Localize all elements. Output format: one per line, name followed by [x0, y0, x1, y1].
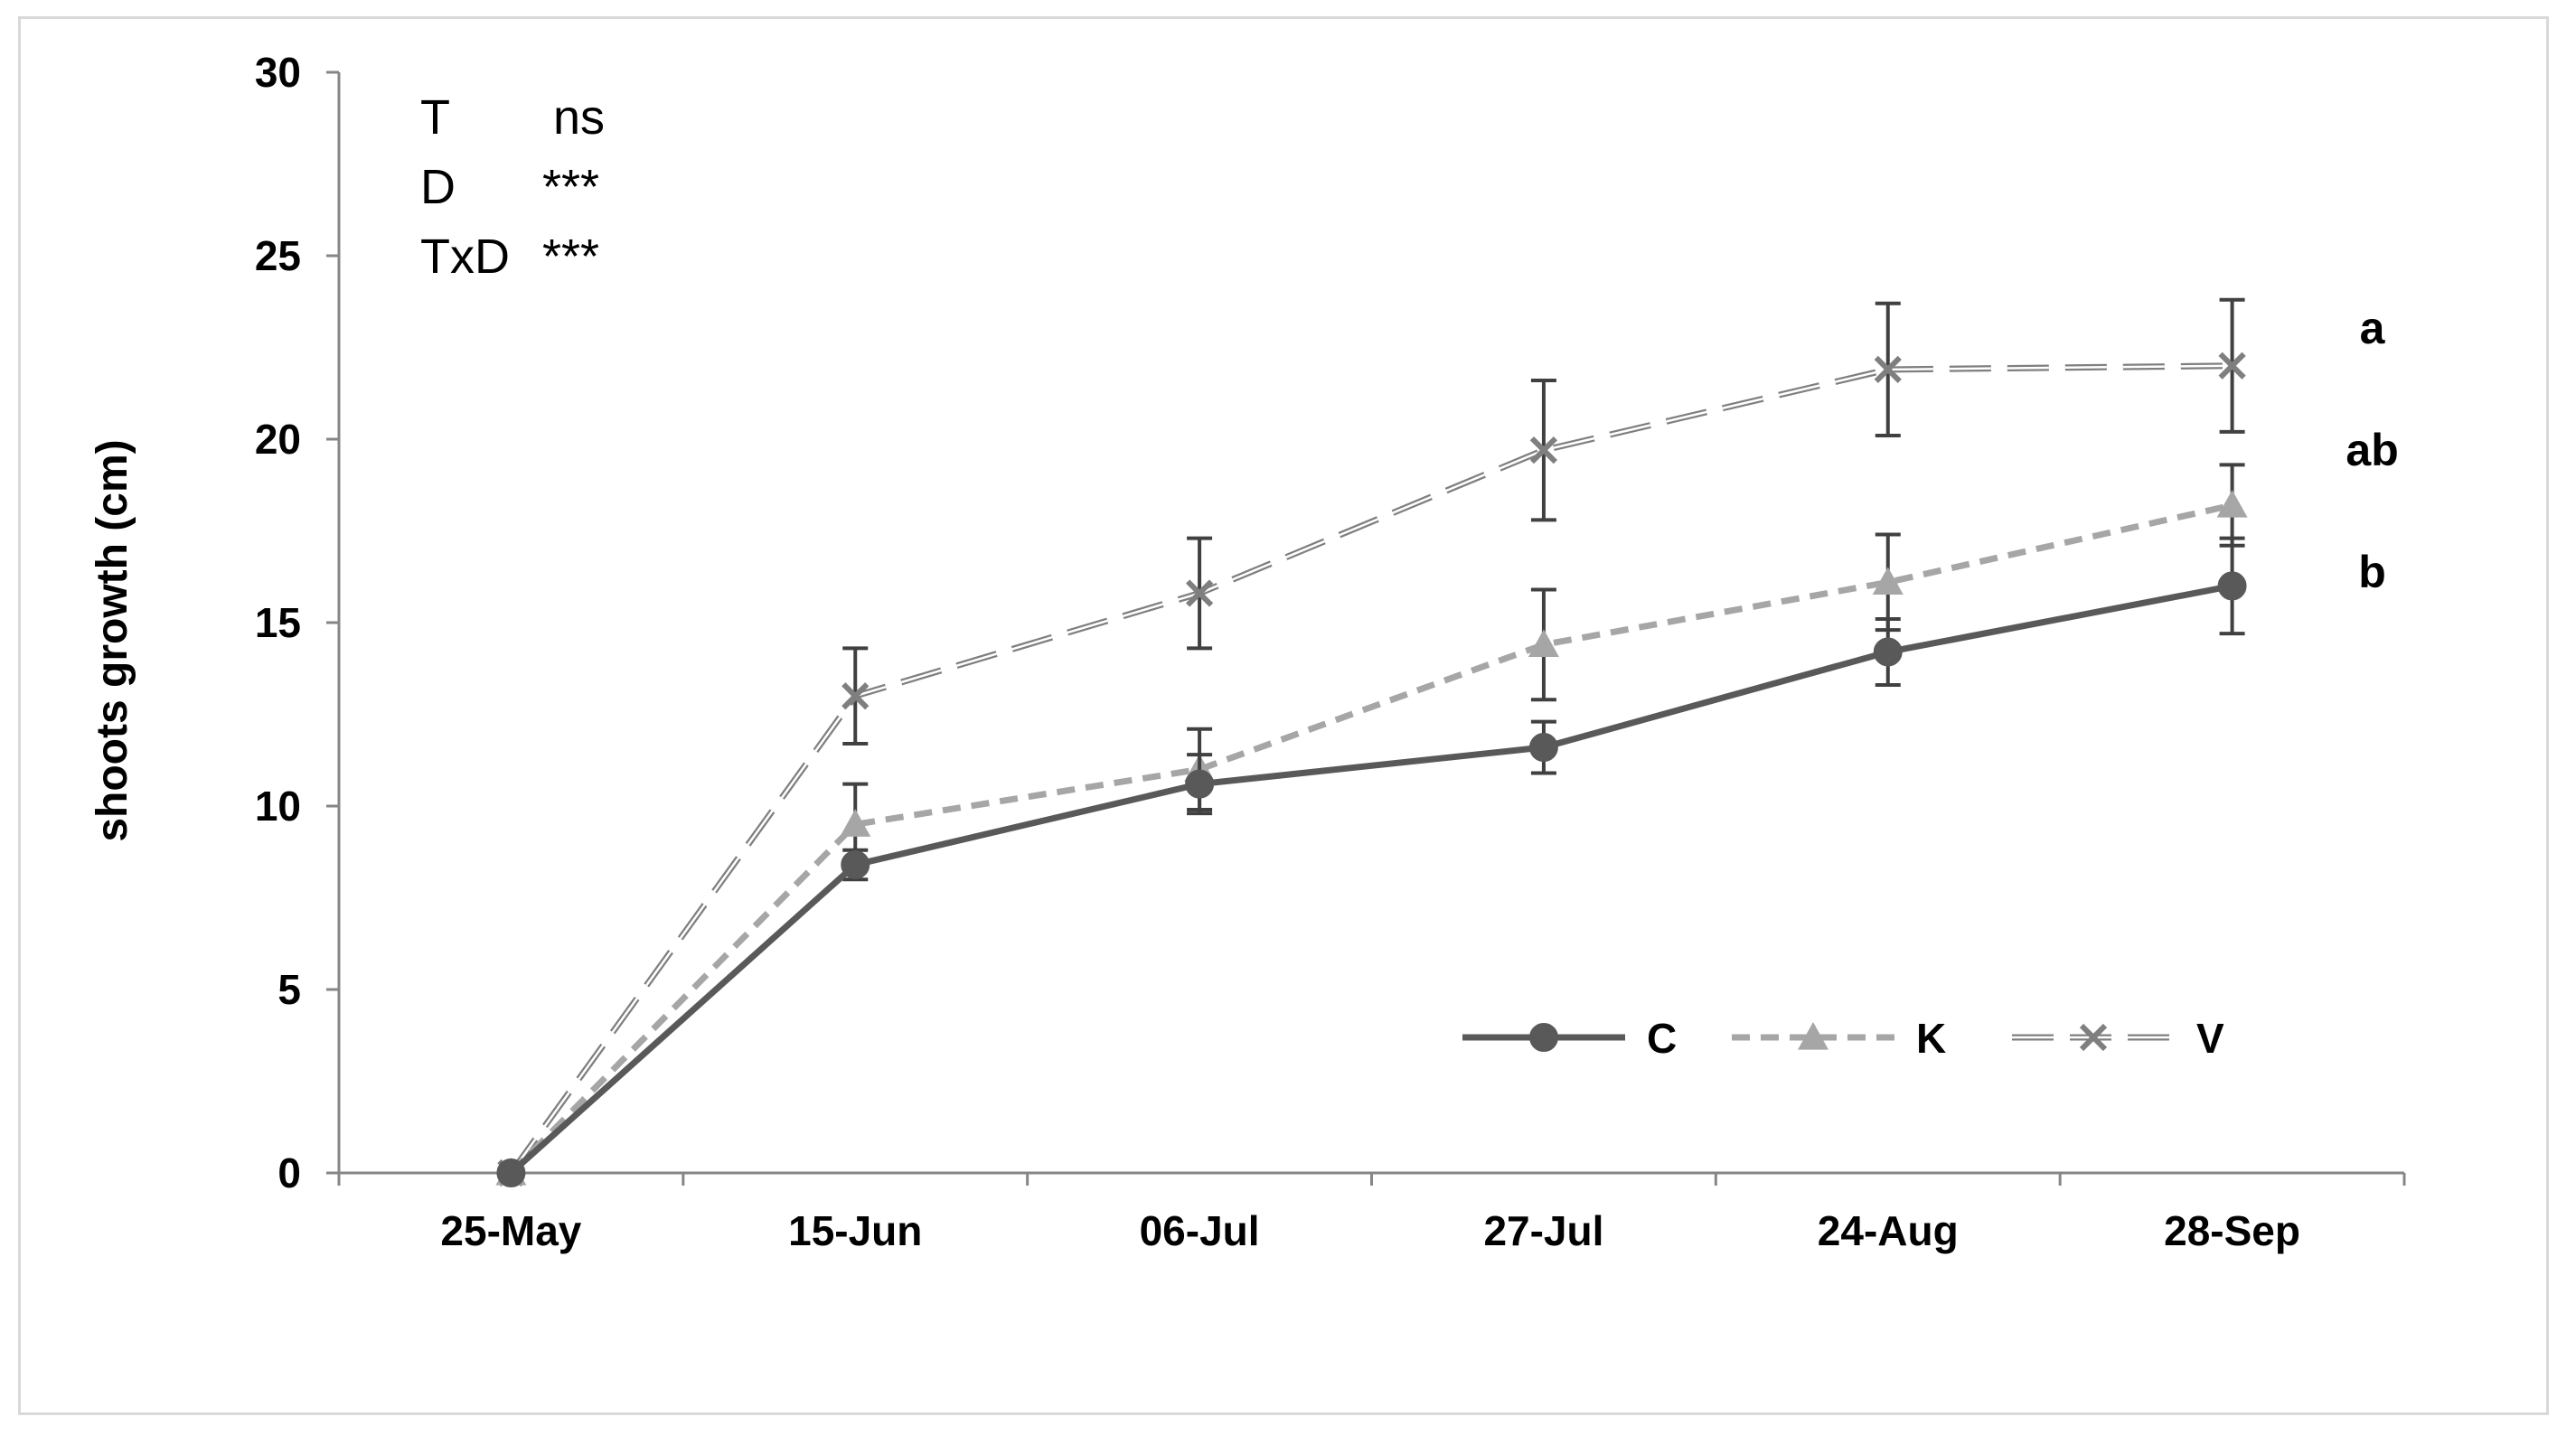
legend-label-V: V [2196, 1015, 2224, 1062]
y-tick-label: 5 [277, 966, 301, 1013]
data-point-C [1185, 769, 1215, 799]
series-layer [495, 297, 2248, 1187]
marker-stroke [1529, 436, 1558, 464]
data-point-K [840, 809, 871, 837]
marker-stroke [1185, 579, 1214, 607]
significance-letter-C: b [2358, 547, 2386, 597]
marker-stroke [1874, 355, 1902, 383]
data-point-V [841, 682, 870, 710]
legend-label-K: K [1916, 1015, 1946, 1062]
data-point-V [1529, 436, 1558, 464]
legend-item-K: K [1732, 1015, 1946, 1062]
data-point-K [2216, 490, 2248, 518]
legend-item-C: C [1462, 1015, 1677, 1062]
stat-significance: *** [542, 230, 599, 284]
series-line-C [509, 582, 2233, 1176]
series-line-V [508, 362, 2233, 1176]
data-point-C [2217, 571, 2247, 601]
stat-significance: *** [542, 160, 599, 214]
stat-factor: T [420, 90, 450, 145]
y-tick-label: 20 [255, 416, 301, 463]
y-tick-label: 25 [255, 232, 301, 279]
y-tick-label: 0 [277, 1149, 301, 1196]
marker-stroke [2079, 1023, 2108, 1052]
y-axis-title: shoots growth (cm) [89, 439, 136, 841]
axes: 0 5 10 15 20 25 30 25-May 15-Jun 06-Jul 27-Jul 24-A… [89, 49, 2406, 1254]
x-tick-label: 24-Aug [1818, 1207, 1959, 1254]
data-point-V [1185, 579, 1214, 607]
legend-marker-K [1798, 1022, 1829, 1050]
stat-factor: D [420, 160, 456, 214]
data-point-C [1528, 733, 1558, 763]
data-point-K [1872, 567, 1904, 595]
legend-label-C: C [1647, 1015, 1677, 1062]
data-point-K [1528, 629, 1559, 657]
x-tick-label: 15-Jun [788, 1207, 922, 1254]
stat-factor: TxD [420, 230, 510, 284]
series-V [497, 297, 2246, 1187]
data-point-V [1874, 355, 1902, 383]
y-tick-label: 30 [255, 49, 301, 96]
series-C [496, 536, 2247, 1187]
annotations: b ab a T ns D *** TxD *** [420, 90, 2399, 597]
stat-significance: ns [553, 90, 605, 145]
marker-stroke [841, 682, 870, 710]
chart-frame [18, 16, 2549, 1415]
line-inner [510, 364, 2233, 1174]
x-tick-label: 25-May [440, 1207, 581, 1254]
line-outer [508, 362, 2233, 1176]
legend-marker-C [1529, 1023, 1558, 1052]
y-tick-label: 15 [255, 599, 301, 646]
y-tick-label: 10 [255, 783, 301, 830]
significance-letter-K: ab [2346, 425, 2398, 475]
data-point-V [2218, 352, 2246, 380]
x-tick-label: 28-Sep [2164, 1207, 2300, 1254]
x-tick-label: 27-Jul [1483, 1207, 1603, 1254]
x-tick-label: 06-Jul [1140, 1207, 1260, 1254]
significance-letter-V: a [2360, 303, 2386, 353]
data-point-C [1873, 637, 1903, 667]
marker-stroke [2218, 352, 2246, 380]
data-point-C [841, 849, 870, 879]
data-point-C [496, 1158, 526, 1187]
series-line-K [508, 502, 2233, 1176]
legend-item-V: V [2012, 1015, 2224, 1062]
legend-marker-V [2079, 1023, 2108, 1052]
